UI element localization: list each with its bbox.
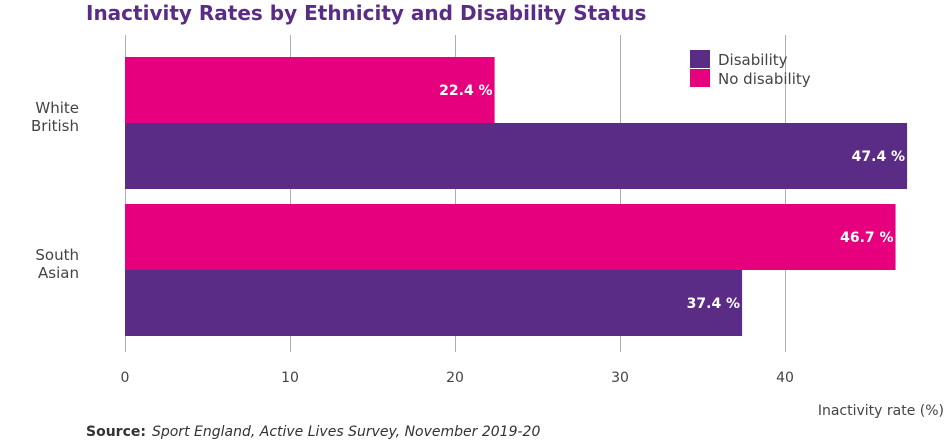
source-note: Source: Sport England, Active Lives Surve… [86, 424, 540, 440]
y-category-label: White [35, 99, 79, 117]
chart-title: Inactivity Rates by Ethnicity and Disabi… [86, 1, 647, 25]
y-category-label: British [31, 117, 79, 135]
bar-disability [125, 270, 743, 336]
bar-no-disability [125, 57, 495, 123]
legend-swatch [690, 69, 710, 87]
bar-no-disability [125, 204, 896, 270]
legend-swatch [690, 50, 710, 68]
bar-disability [125, 123, 908, 189]
source-text: Sport England, Active Lives Survey, Nove… [151, 424, 541, 440]
y-category-label: South [35, 246, 79, 264]
x-tick-label: 0 [121, 370, 130, 386]
x-tick-label: 30 [611, 370, 629, 386]
data-label: 37.4 % [687, 296, 740, 312]
data-label: 22.4 % [439, 83, 492, 99]
x-tick-label: 40 [776, 370, 794, 386]
x-tick-label: 20 [446, 370, 464, 386]
x-axis-label: Inactivity rate (%) [818, 403, 944, 419]
source-label: Source: [86, 424, 146, 440]
legend-label: Disability [718, 51, 788, 69]
data-label: 46.7 % [840, 230, 893, 246]
data-label: 47.4 % [852, 149, 905, 165]
y-category-label: Asian [38, 264, 79, 282]
x-tick-label: 10 [281, 370, 299, 386]
legend-label: No disability [718, 70, 811, 88]
